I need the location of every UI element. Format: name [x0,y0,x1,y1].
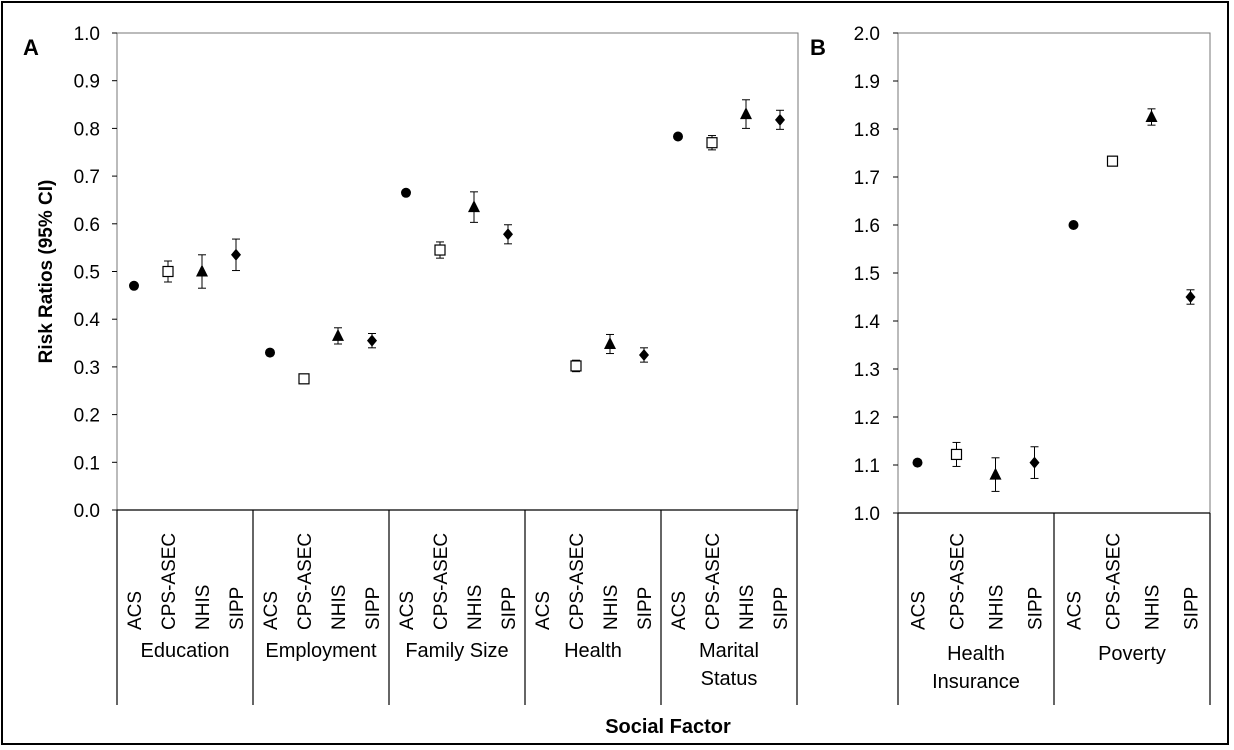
category-label: NHIS [193,585,214,630]
category-label: NHIS [465,585,486,630]
data-point-acs [265,347,275,358]
y-tick-label: 0.0 [74,501,100,522]
group-label: Insurance [932,671,1020,693]
category-label: SIPP [1182,587,1203,630]
data-point-cps-asec [570,360,582,372]
category-label: CPS-ASEC [567,533,588,630]
category-label: SIPP [363,587,384,630]
y-tick-label: 1.4 [854,312,881,333]
y-tick-label: 0.1 [74,453,100,474]
y-tick-label: 2.0 [854,24,880,45]
category-label: ACS [533,591,554,630]
panel-label-B: B [810,35,826,60]
group-label: Poverty [1098,643,1166,665]
data-point-cps-asec [1106,155,1119,167]
data-point-acs [912,457,923,468]
data-point-sipp [639,348,649,361]
category-label: SIPP [635,587,656,630]
category-label: CPS-ASEC [703,533,724,630]
data-point-cps-asec [434,244,446,256]
group-label: Health [564,640,622,662]
category-label: CPS-ASEC [295,533,316,630]
category-label: ACS [125,591,146,630]
data-point-cps-asec [950,448,963,461]
y-tick-label: 1.7 [854,168,880,189]
data-point-nhis [468,200,480,213]
category-label: NHIS [1143,585,1164,630]
data-point-nhis [989,467,1002,480]
y-tick-label: 1.8 [854,120,880,141]
plot-area-B [897,32,1211,514]
data-point-sipp [775,113,785,126]
y-axis-label: Risk Ratios (95% CI) [36,180,57,364]
y-tick-label: 0.3 [74,358,100,379]
data-point-cps-asec [706,137,718,149]
group-label: Marital [699,640,759,662]
data-point-sipp [1185,291,1196,303]
y-tick-label: 1.9 [854,72,880,93]
y-tick-label: 0.2 [74,406,100,427]
y-tick-label: 1.2 [854,408,880,429]
category-label: ACS [909,591,930,630]
x-axis-label: Social Factor [605,716,731,738]
category-label: SIPP [227,587,248,630]
y-tick-label: 0.8 [74,119,100,140]
group-label: Family Size [405,640,508,662]
category-label: CPS-ASEC [948,533,969,630]
data-point-nhis [740,107,752,120]
category-label: ACS [397,591,418,630]
y-tick-label: 0.9 [74,72,100,93]
category-label: NHIS [601,585,622,630]
group-label: Health [947,643,1005,665]
category-label: NHIS [987,585,1008,630]
data-point-acs [129,280,139,291]
data-point-sipp [367,334,377,347]
data-point-acs [673,131,683,142]
category-label: SIPP [771,587,792,630]
category-label: CPS-ASEC [159,533,180,630]
category-label: NHIS [329,585,350,630]
category-label: CPS-ASEC [1104,533,1125,630]
y-tick-label: 0.5 [74,263,100,284]
data-point-acs [401,187,411,198]
category-label: CPS-ASEC [431,533,452,630]
data-point-nhis [604,337,616,350]
panel-label-A: A [23,35,39,60]
data-point-sipp [1029,456,1040,469]
category-label: NHIS [737,585,758,630]
y-tick-label: 0.6 [74,215,100,236]
data-point-nhis [196,264,208,277]
y-tick-label: 1.0 [74,24,100,45]
group-label: Education [141,640,230,662]
y-tick-label: 1.0 [854,504,880,525]
category-label: SIPP [1026,587,1047,630]
y-tick-label: 0.4 [74,310,101,331]
y-tick-label: 1.5 [854,264,880,285]
data-point-acs [1068,220,1079,230]
category-label: ACS [669,591,690,630]
y-tick-label: 1.1 [854,456,880,477]
y-tick-label: 1.6 [854,216,880,237]
plot-area-A [116,32,799,511]
y-tick-label: 0.7 [74,167,100,188]
category-label: ACS [1065,591,1086,630]
y-tick-label: 1.3 [854,360,880,381]
category-label: SIPP [499,587,520,630]
data-point-sipp [231,248,241,261]
data-point-cps-asec [162,265,174,278]
data-point-cps-asec [298,373,310,385]
category-label: ACS [261,591,282,630]
group-label: Employment [265,640,377,662]
data-point-nhis [332,328,344,341]
group-label: Status [701,668,758,690]
data-point-sipp [503,228,513,241]
data-point-nhis [1145,110,1158,122]
